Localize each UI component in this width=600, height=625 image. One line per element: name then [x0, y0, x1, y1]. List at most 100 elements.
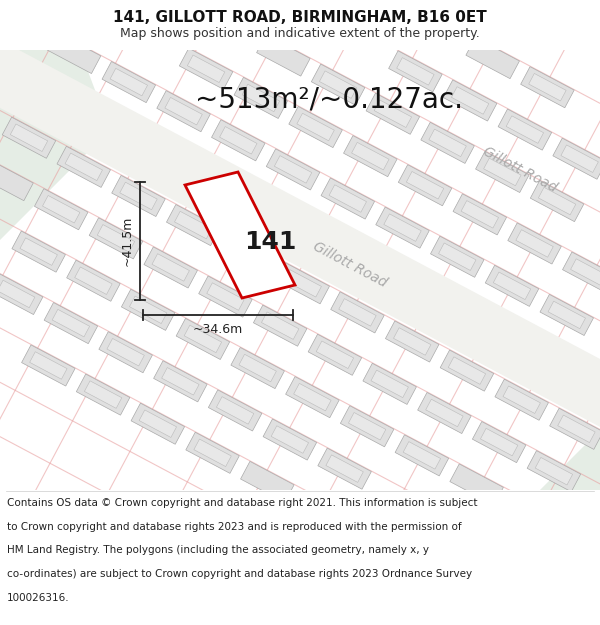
Polygon shape: [485, 265, 539, 306]
Polygon shape: [311, 64, 365, 105]
Polygon shape: [403, 442, 440, 469]
Polygon shape: [241, 461, 294, 503]
Polygon shape: [107, 339, 145, 366]
Polygon shape: [289, 106, 343, 148]
Polygon shape: [187, 55, 225, 82]
Polygon shape: [297, 113, 334, 141]
Polygon shape: [398, 164, 452, 206]
Polygon shape: [85, 381, 122, 408]
Polygon shape: [112, 176, 165, 216]
Polygon shape: [508, 223, 562, 264]
Polygon shape: [239, 354, 277, 382]
Polygon shape: [161, 368, 199, 395]
Polygon shape: [339, 299, 376, 326]
Polygon shape: [443, 80, 497, 121]
Text: 100026316.: 100026316.: [7, 592, 70, 602]
Polygon shape: [0, 22, 600, 498]
Polygon shape: [121, 289, 175, 331]
Polygon shape: [453, 194, 506, 235]
Polygon shape: [319, 71, 357, 98]
Polygon shape: [276, 262, 329, 304]
Polygon shape: [0, 273, 43, 314]
Polygon shape: [506, 116, 544, 143]
Polygon shape: [349, 412, 386, 440]
Polygon shape: [316, 341, 353, 369]
Polygon shape: [550, 408, 600, 449]
Polygon shape: [29, 352, 67, 379]
Polygon shape: [207, 282, 244, 310]
Polygon shape: [217, 397, 254, 424]
Polygon shape: [179, 48, 233, 89]
Polygon shape: [212, 120, 265, 161]
Polygon shape: [199, 276, 252, 317]
Polygon shape: [571, 259, 600, 286]
Text: ~34.6m: ~34.6m: [193, 323, 243, 336]
Polygon shape: [472, 421, 526, 462]
Text: ~513m²/~0.127ac.: ~513m²/~0.127ac.: [195, 85, 463, 113]
Polygon shape: [448, 357, 485, 384]
Polygon shape: [284, 269, 322, 297]
Polygon shape: [527, 451, 581, 492]
Polygon shape: [110, 68, 148, 96]
Polygon shape: [0, 280, 35, 308]
Polygon shape: [99, 332, 152, 372]
Text: ~41.5m: ~41.5m: [121, 216, 134, 266]
Polygon shape: [521, 67, 574, 108]
Polygon shape: [466, 38, 520, 79]
Polygon shape: [439, 243, 476, 271]
Text: Gillott Road: Gillott Road: [311, 239, 389, 291]
Polygon shape: [0, 159, 33, 201]
Polygon shape: [558, 415, 595, 442]
Polygon shape: [194, 439, 231, 466]
Polygon shape: [231, 348, 284, 389]
Polygon shape: [481, 428, 518, 456]
Polygon shape: [363, 363, 416, 404]
Polygon shape: [431, 236, 484, 278]
Polygon shape: [374, 100, 412, 127]
Polygon shape: [165, 98, 202, 125]
Polygon shape: [495, 379, 548, 420]
Polygon shape: [395, 435, 449, 476]
Polygon shape: [563, 252, 600, 293]
Polygon shape: [20, 238, 58, 266]
Polygon shape: [0, 50, 110, 240]
Polygon shape: [418, 392, 471, 434]
Polygon shape: [266, 149, 320, 190]
Text: to Crown copyright and database rights 2023 and is reproduced with the permissio: to Crown copyright and database rights 2…: [7, 522, 462, 532]
Polygon shape: [503, 386, 541, 414]
Polygon shape: [530, 181, 584, 222]
Polygon shape: [340, 406, 394, 447]
Polygon shape: [253, 305, 307, 346]
Text: 141: 141: [244, 230, 296, 254]
Polygon shape: [286, 377, 339, 418]
Polygon shape: [394, 328, 431, 355]
Polygon shape: [385, 321, 439, 362]
Polygon shape: [561, 145, 598, 172]
Polygon shape: [529, 74, 566, 101]
Polygon shape: [76, 374, 130, 415]
Polygon shape: [257, 35, 310, 76]
Polygon shape: [371, 370, 409, 398]
Text: HM Land Registry. The polygons (including the associated geometry, namely x, y: HM Land Registry. The polygons (includin…: [7, 546, 429, 556]
Polygon shape: [131, 403, 185, 444]
Polygon shape: [242, 84, 280, 112]
Polygon shape: [535, 458, 572, 485]
Polygon shape: [157, 91, 211, 132]
Polygon shape: [43, 196, 80, 223]
Polygon shape: [426, 399, 463, 427]
Polygon shape: [89, 217, 143, 259]
Polygon shape: [516, 230, 553, 258]
Polygon shape: [318, 448, 371, 489]
Polygon shape: [429, 129, 466, 157]
Polygon shape: [331, 292, 384, 333]
Polygon shape: [47, 32, 101, 74]
Polygon shape: [220, 126, 257, 154]
Polygon shape: [234, 78, 287, 119]
Polygon shape: [344, 136, 397, 177]
Polygon shape: [186, 432, 239, 473]
Polygon shape: [461, 201, 499, 228]
Text: co-ordinates) are subject to Crown copyright and database rights 2023 Ordnance S: co-ordinates) are subject to Crown copyr…: [7, 569, 472, 579]
Polygon shape: [421, 122, 475, 163]
Polygon shape: [540, 294, 593, 336]
Polygon shape: [308, 334, 362, 376]
